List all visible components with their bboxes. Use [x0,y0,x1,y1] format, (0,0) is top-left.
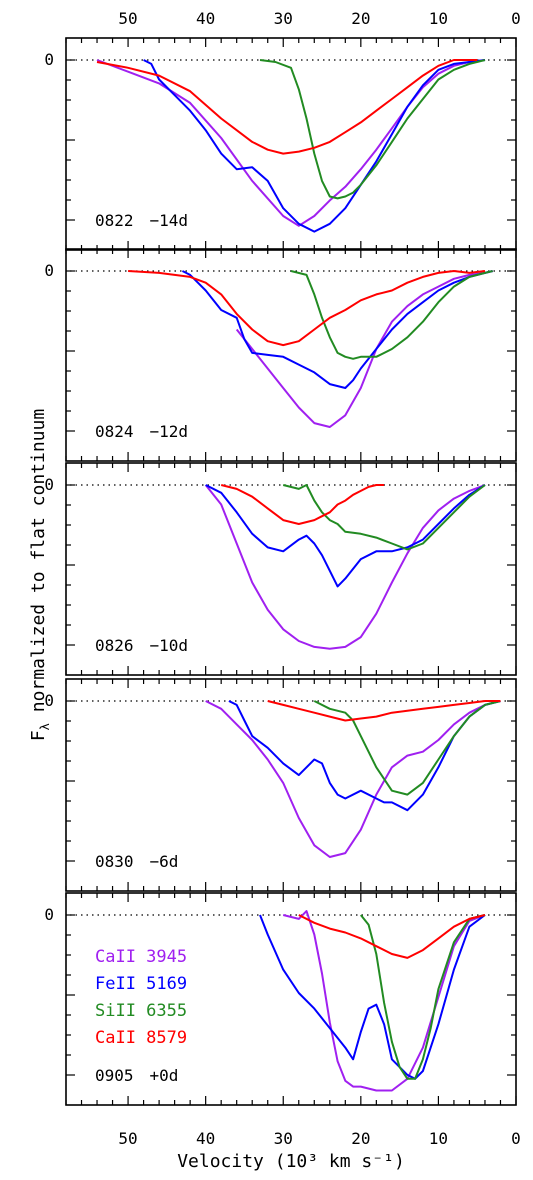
top-tick-label: 30 [274,9,293,28]
series-line-caii_3945 [96,59,486,227]
series-line-caii_8579 [128,270,486,347]
series-line-feii_5169 [143,59,486,233]
top-tick-label: 20 [351,9,370,28]
series-line-caii_8579 [298,914,486,959]
panel-frame [65,37,517,251]
legend-item: CaII 3945 [95,947,187,967]
series-line-siii_6355 [282,484,486,551]
bottom-tick-label: 50 [118,1129,137,1148]
series-line-feii_5169 [259,914,486,1080]
panel-phase: −10d [150,636,189,655]
y-tick-label-zero: 0 [44,905,54,924]
panels: 0 0822 −14d 0 0824 −12d 0 0826 −10d 0 0830 −6d 0 0905… [44,37,517,1106]
panel-label: 0830 −6d [95,852,178,871]
top-tick-label: 40 [196,9,215,28]
panel-0822: 0 0822 −14d [44,37,517,251]
panel-0830: 0 0830 −6d [44,678,517,892]
series-line-caii_8579 [220,484,385,525]
series-line-caii_3945 [205,700,501,858]
series-line-siii_6355 [313,700,501,796]
panel-0826: 0 0826 −10d [44,462,517,676]
legend-item: FeII 5169 [95,974,187,994]
panel-label: 0905 +0d [95,1066,178,1085]
series-line-siii_6355 [360,914,486,1080]
panel-phase: −12d [150,422,189,441]
panel-id: 0826 [95,636,134,655]
panel-id: 0824 [95,422,134,441]
panel-label: 0824 −12d [95,422,188,441]
top-tick-label: 50 [118,9,137,28]
series-line-caii_3945 [204,484,486,650]
ylabel-subscript: λ [38,723,52,730]
series-line-caii_3945 [282,910,486,1092]
ylabel-symbol: F [28,730,49,741]
panel-phase: −14d [150,211,189,230]
series-line-feii_5169 [205,484,486,588]
panel-frame [65,678,517,892]
ylabel-text: normalized to flat continuum [28,409,49,723]
bottom-tick-label: 20 [351,1129,370,1148]
y-tick-label-zero: 0 [44,50,54,69]
series-line-feii_5169 [181,270,493,389]
series-line-caii_8579 [96,59,478,155]
panel-label: 0822 −14d [95,211,188,230]
panel-id: 0830 [95,852,134,871]
bottom-tick-label: 30 [274,1129,293,1148]
bottom-axis-labels: 50 40 30 20 10 0 [118,1129,520,1148]
panel-phase: −6d [150,852,179,871]
panel-frame [65,892,517,1106]
top-tick-label: 10 [429,9,448,28]
top-axis-labels: 50 40 30 20 10 0 [118,9,520,28]
series-line-siii_6355 [259,59,486,200]
bottom-tick-label: 10 [429,1129,448,1148]
series-line-siii_6355 [290,270,493,360]
bottom-tick-label: 40 [196,1129,215,1148]
y-axis-title: Fλ normalized to flat continuum [28,409,52,741]
legend-item: CaII 8579 [95,1028,187,1048]
top-tick-label: 0 [511,9,521,28]
panel-frame [65,248,517,462]
panel-id: 0905 [95,1066,134,1085]
series-line-caii_3945 [235,270,493,428]
panel-frame [65,462,517,676]
panel-phase: +0d [150,1066,179,1085]
series-line-feii_5169 [228,700,501,812]
legend-item: SiII 6355 [95,1001,187,1021]
y-tick-label-zero: 0 [44,691,54,710]
y-tick-label-zero: 0 [44,261,54,280]
y-tick-label-zero: 0 [44,475,54,494]
panel-label: 0826 −10d [95,636,188,655]
x-axis-title: Velocity (10³ km s⁻¹) [177,1151,405,1172]
panel-0824: 0 0824 −12d [44,248,517,462]
legend: CaII 3945 FeII 5169 SiII 6355 CaII 8579 [95,947,187,1048]
panel-0905: 0 0905 +0d [44,892,517,1106]
bottom-tick-label: 0 [511,1129,521,1148]
series-line-caii_8579 [267,700,501,722]
panel-id: 0822 [95,211,134,230]
